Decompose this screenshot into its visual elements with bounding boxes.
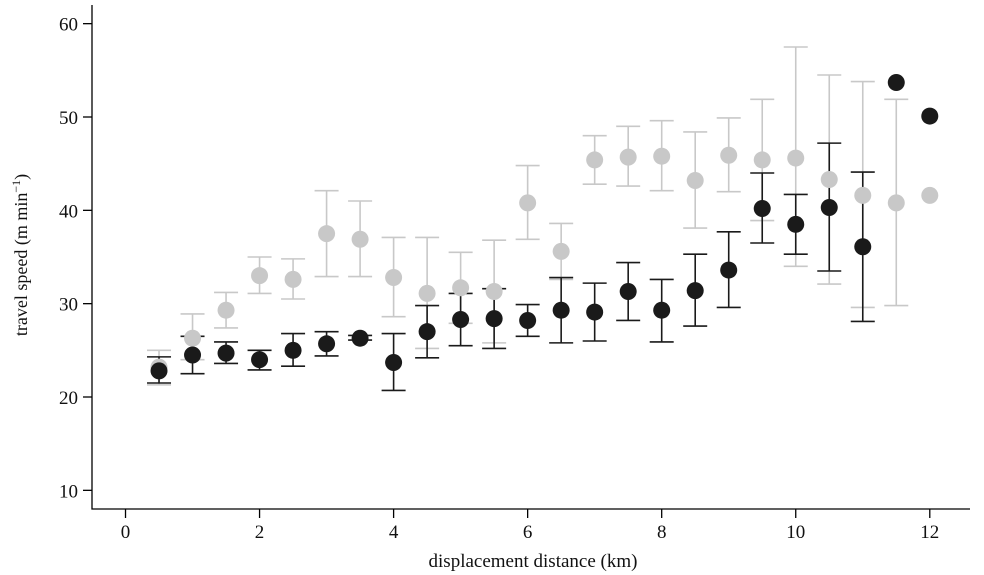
- data-point: [452, 311, 470, 329]
- data-point: [753, 151, 771, 169]
- data-point: [820, 171, 838, 189]
- y-tick-label: 20: [59, 388, 78, 409]
- data-point: [452, 279, 470, 297]
- data-point: [217, 301, 235, 319]
- data-point: [787, 149, 805, 167]
- data-point: [619, 283, 637, 301]
- x-tick-label: 8: [657, 522, 667, 543]
- data-point: [887, 194, 905, 212]
- data-point: [552, 242, 570, 260]
- data-point: [586, 303, 604, 321]
- y-tick-label: 30: [59, 295, 78, 316]
- data-point: [854, 186, 872, 204]
- data-point: [519, 311, 537, 329]
- data-point: [653, 147, 671, 165]
- data-point: [217, 344, 235, 362]
- axes: 0 2 4 6 8 10 12 10 20 30 40 50 60: [59, 5, 970, 543]
- data-point: [150, 362, 168, 380]
- y-axis-title-main: travel speed (m min: [11, 193, 32, 336]
- data-point: [686, 282, 704, 300]
- data-point: [251, 351, 269, 369]
- data-point: [184, 346, 202, 364]
- data-point: [887, 73, 905, 91]
- data-point: [552, 301, 570, 319]
- y-tick-label: 50: [59, 108, 78, 129]
- x-tick-label: 0: [121, 522, 131, 543]
- data-point: [284, 270, 302, 288]
- series-2-points: [150, 73, 939, 380]
- data-point: [418, 284, 436, 302]
- x-axis-title: displacement distance (km): [429, 551, 638, 572]
- data-point: [921, 186, 939, 204]
- data-point: [686, 171, 704, 189]
- data-point: [519, 194, 537, 212]
- axis-frame: [91, 5, 970, 510]
- data-point: [351, 329, 369, 347]
- data-point: [251, 267, 269, 285]
- y-tick-label: 10: [59, 481, 78, 502]
- data-point: [184, 329, 202, 347]
- x-tick-label: 10: [786, 522, 805, 543]
- data-point: [351, 230, 369, 248]
- data-point: [318, 225, 336, 243]
- data-point: [485, 283, 503, 301]
- data-point: [318, 335, 336, 353]
- data-point: [854, 238, 872, 256]
- data-point: [820, 199, 838, 217]
- y-axis-title: travel speed (m min−1): [9, 174, 32, 336]
- data-point: [284, 341, 302, 359]
- data-point: [385, 269, 403, 287]
- data-point: [586, 151, 604, 169]
- data-point: [418, 323, 436, 341]
- y-axis-title-superscript: −1: [9, 180, 23, 193]
- y-tick-label: 60: [59, 15, 78, 36]
- data-point: [720, 261, 738, 279]
- x-tick-label: 12: [920, 522, 939, 543]
- data-points: [150, 73, 939, 380]
- x-tick-label: 6: [523, 522, 533, 543]
- y-axis-title-close: ): [11, 174, 32, 180]
- x-tick-label: 2: [255, 522, 265, 543]
- data-point: [619, 148, 637, 166]
- series-1-points: [150, 146, 939, 376]
- data-point: [720, 146, 738, 164]
- data-point: [753, 199, 771, 217]
- data-point: [485, 310, 503, 328]
- data-point: [787, 215, 805, 233]
- data-point: [385, 353, 403, 371]
- data-point: [653, 301, 671, 319]
- data-point: [921, 107, 939, 125]
- x-tick-label: 4: [389, 522, 399, 543]
- y-tick-label: 40: [59, 201, 78, 222]
